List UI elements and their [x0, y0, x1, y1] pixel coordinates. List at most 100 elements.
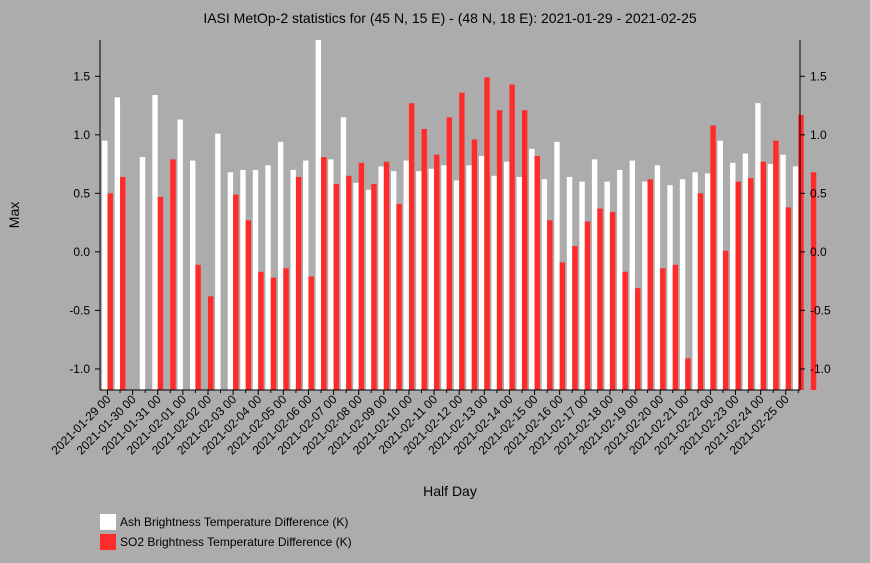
ash-bar — [315, 40, 322, 390]
so2-bar — [295, 176, 302, 390]
ash-bar — [529, 148, 535, 390]
ash-bar — [177, 119, 183, 390]
so2-bar — [484, 77, 490, 391]
ash-bar — [328, 159, 334, 390]
so2-bar — [157, 196, 164, 390]
ash-bar — [642, 181, 648, 390]
y-tick-label-left: 0.5 — [73, 186, 90, 200]
ash-bar — [290, 169, 296, 390]
so2-bar — [609, 212, 616, 390]
ash-bar — [390, 171, 397, 390]
so2-bar — [471, 139, 478, 390]
ash-bar — [365, 189, 372, 390]
ash-bar — [114, 97, 121, 391]
ash-bar — [692, 172, 698, 390]
ash-bar — [277, 141, 284, 390]
ash-bar — [554, 141, 560, 390]
legend-label-so2: SO2 Brightness Temperature Difference (K… — [120, 535, 352, 549]
y-tick-label-right: -1.0 — [810, 362, 831, 376]
so2-bar — [245, 220, 252, 390]
ash-bar — [378, 166, 384, 390]
so2-bar — [396, 203, 402, 390]
so2-bar — [572, 246, 578, 390]
ash-bar — [353, 182, 359, 390]
y-tick-label-left: 1.5 — [73, 69, 90, 83]
so2-bar — [107, 193, 113, 390]
so2-bar — [798, 114, 804, 391]
so2-bar — [434, 154, 440, 390]
so2-bar — [358, 162, 365, 390]
so2-bar — [270, 277, 277, 390]
so2-bar — [496, 110, 503, 390]
legend-label-ash: Ash Brightness Temperature Difference (K… — [120, 515, 349, 529]
legend-item-ash: Ash Brightness Temperature Difference (K… — [100, 512, 352, 532]
legend-swatch-so2 — [100, 534, 116, 550]
so2-bar — [685, 358, 691, 390]
ash-bar — [139, 157, 146, 390]
ash-bar — [303, 160, 309, 390]
legend-swatch-ash — [100, 514, 116, 530]
x-axis-label: Half Day — [423, 483, 477, 499]
so2-bar — [195, 264, 201, 390]
so2-bar — [647, 179, 653, 390]
ash-bar — [428, 168, 435, 390]
y-axis-label: Max — [6, 202, 22, 228]
ash-bar — [704, 173, 711, 390]
ash-bar — [504, 161, 510, 390]
so2-bar — [635, 288, 641, 390]
ash-bar — [667, 185, 673, 390]
y-tick-label-right: 1.5 — [810, 69, 827, 83]
legend: Ash Brightness Temperature Difference (K… — [100, 512, 352, 552]
ash-bar — [516, 176, 522, 390]
so2-bar — [459, 92, 465, 391]
so2-bar — [534, 155, 540, 390]
ash-bar — [591, 159, 598, 390]
so2-bar — [622, 271, 628, 390]
so2-bar — [810, 172, 817, 390]
y-tick-label-left: -0.5 — [69, 303, 90, 317]
so2-bar — [383, 161, 390, 390]
so2-bar — [773, 140, 779, 390]
so2-bar — [735, 181, 741, 390]
so2-bar — [760, 161, 767, 390]
ash-bar — [152, 95, 158, 391]
ash-bar — [227, 172, 234, 390]
ash-bar — [541, 179, 548, 390]
ash-bar — [240, 169, 246, 390]
y-tick-label-right: 0.5 — [810, 186, 827, 200]
so2-bar — [597, 208, 603, 390]
y-tick-label-left: 1.0 — [73, 128, 90, 142]
so2-bar — [283, 268, 289, 390]
so2-bar — [170, 159, 176, 390]
bars-group — [102, 40, 817, 391]
ash-bar — [579, 181, 585, 390]
ash-bar — [742, 153, 749, 390]
ash-bar — [617, 169, 623, 390]
ash-bar — [780, 154, 786, 390]
so2-bar — [308, 276, 314, 390]
ash-bar — [604, 181, 610, 390]
so2-bar — [521, 110, 528, 390]
so2-bar — [371, 183, 377, 390]
ash-bar — [190, 160, 196, 390]
y-tick-label-right: 1.0 — [810, 128, 827, 142]
ash-bar — [654, 165, 661, 390]
ash-bar — [416, 171, 422, 390]
so2-bar — [748, 178, 754, 390]
so2-bar — [346, 175, 352, 390]
ash-bar — [215, 133, 221, 390]
chart-title: IASI MetOp-2 statistics for (45 N, 15 E)… — [203, 10, 697, 26]
so2-bar — [421, 128, 427, 390]
so2-bar — [509, 84, 515, 390]
so2-bar — [333, 183, 339, 390]
so2-bar — [446, 117, 453, 390]
so2-bar — [559, 262, 566, 390]
so2-bar — [672, 264, 679, 390]
so2-bar — [408, 103, 415, 391]
ash-bar — [265, 165, 271, 390]
so2-bar — [547, 220, 553, 390]
so2-bar — [207, 296, 214, 390]
y-tick-label-right: 0.0 — [810, 245, 827, 259]
